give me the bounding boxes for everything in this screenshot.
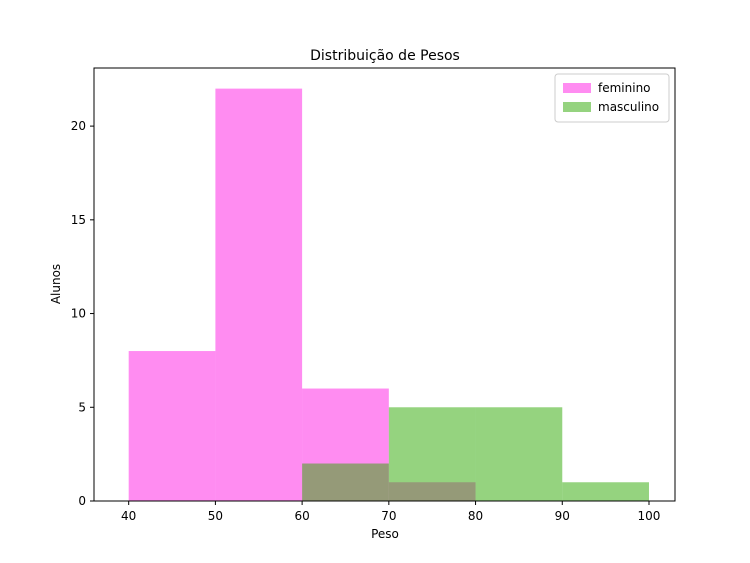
legend-swatch-masculino xyxy=(563,102,591,112)
legend: feminino masculino xyxy=(554,73,670,123)
legend-label-masculino: masculino xyxy=(598,100,659,114)
legend-label-feminino: feminino xyxy=(598,81,651,95)
x-tick-label: 90 xyxy=(555,509,570,523)
bar-masculino-90-100 xyxy=(562,482,649,501)
chart-title: Distribuição de Pesos xyxy=(310,48,460,64)
plot-area: 40 50 60 70 80 90 100 0 5 10 15 20 xyxy=(71,67,676,523)
y-tick-label: 10 xyxy=(71,307,86,321)
x-tick-label: 70 xyxy=(381,509,396,523)
x-tick-label: 100 xyxy=(638,509,661,523)
x-tick-label: 60 xyxy=(294,509,309,523)
bar-masculino-60-70 xyxy=(302,463,389,501)
bar-feminino-40-50 xyxy=(128,351,216,501)
plot-frame xyxy=(93,67,676,502)
x-axis-label: Peso xyxy=(371,527,399,541)
bar-feminino-50-60 xyxy=(215,88,303,501)
x-tick-label: 40 xyxy=(121,509,136,523)
bar-masculino-80-90 xyxy=(475,407,563,501)
y-axis-label: Alunos xyxy=(49,264,63,304)
bar-masculino-70-80 xyxy=(388,407,476,501)
x-tick-label: 80 xyxy=(468,509,483,523)
x-tick-label: 50 xyxy=(208,509,223,523)
y-tick-label: 0 xyxy=(78,494,86,508)
y-tick-label: 15 xyxy=(71,213,86,227)
legend-swatch-feminino xyxy=(563,83,591,93)
y-tick-label: 20 xyxy=(71,119,86,133)
y-tick-label: 5 xyxy=(78,400,86,414)
